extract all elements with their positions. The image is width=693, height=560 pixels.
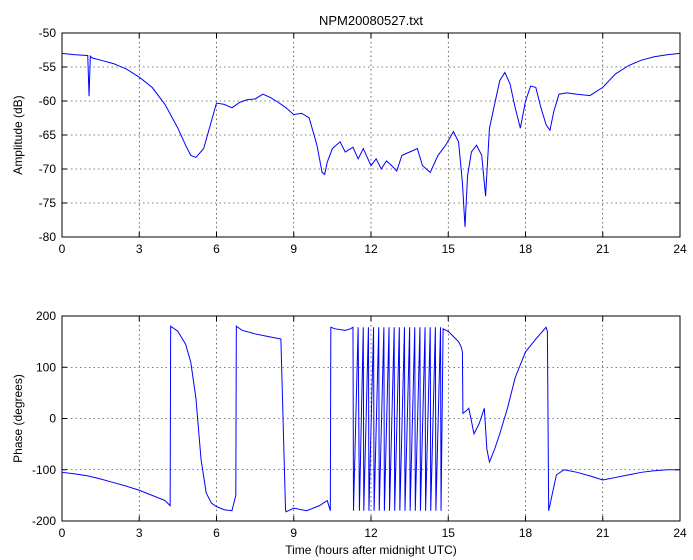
amplitude-y-tick-label: -50 [39, 26, 57, 40]
amplitude-x-tick-label: 9 [290, 242, 297, 256]
amplitude-x-tick-label: 3 [136, 242, 143, 256]
phase-y-axis-label: Phase (degrees) [11, 374, 25, 463]
amplitude-y-axis-label: Amplitude (dB) [11, 95, 25, 174]
amplitude-x-tick-label: 24 [673, 242, 687, 256]
phase-x-axis-label: Time (hours after midnight UTC) [285, 543, 457, 557]
amplitude-x-tick-label: 18 [519, 242, 533, 256]
amplitude-x-tick-label: 21 [596, 242, 610, 256]
amplitude-x-tick-label: 6 [213, 242, 220, 256]
phase-x-tick-label: 12 [364, 526, 378, 540]
phase-y-tick-label: 100 [36, 360, 56, 374]
phase-x-tick-label: 18 [519, 526, 533, 540]
phase-x-tick-label: 3 [136, 526, 143, 540]
amplitude-x-tick-label: 15 [442, 242, 456, 256]
amplitude-y-tick-label: -70 [39, 162, 57, 176]
phase-x-tick-label: 24 [673, 526, 687, 540]
phase-x-tick-label: 0 [59, 526, 66, 540]
amplitude-x-tick-label: 0 [59, 242, 66, 256]
phase-plot: 0 3 6 9 12 15 18 21 24 -200 -100 0 100 200 Time (hours… [11, 309, 687, 557]
amplitude-chart-title: NPM20080527.txt [319, 13, 423, 28]
amplitude-series-line [61, 52, 681, 227]
amplitude-y-tick-label: -80 [39, 230, 57, 244]
amplitude-x-tick-label: 12 [364, 242, 378, 256]
phase-x-tick-label: 21 [596, 526, 610, 540]
phase-series-line [61, 325, 680, 513]
amplitude-y-tick-label: -55 [39, 60, 57, 74]
phase-x-tick-label: 15 [442, 526, 456, 540]
phase-y-tick-label: 0 [49, 412, 56, 426]
phase-y-tick-label: -200 [32, 514, 56, 528]
phase-x-tick-label: 9 [290, 526, 297, 540]
amplitude-y-tick-label: -75 [39, 196, 57, 210]
amplitude-plot: 0 3 6 9 12 15 18 21 24 -80 -75 -70 -65 -60 -55 -50 NPM20… [11, 13, 687, 256]
amplitude-y-tick-label: -60 [39, 94, 57, 108]
phase-x-tick-label: 6 [213, 526, 220, 540]
amplitude-y-tick-label: -65 [39, 128, 57, 142]
phase-y-tick-label: -100 [32, 463, 56, 477]
phase-y-tick-label: 200 [36, 309, 56, 323]
